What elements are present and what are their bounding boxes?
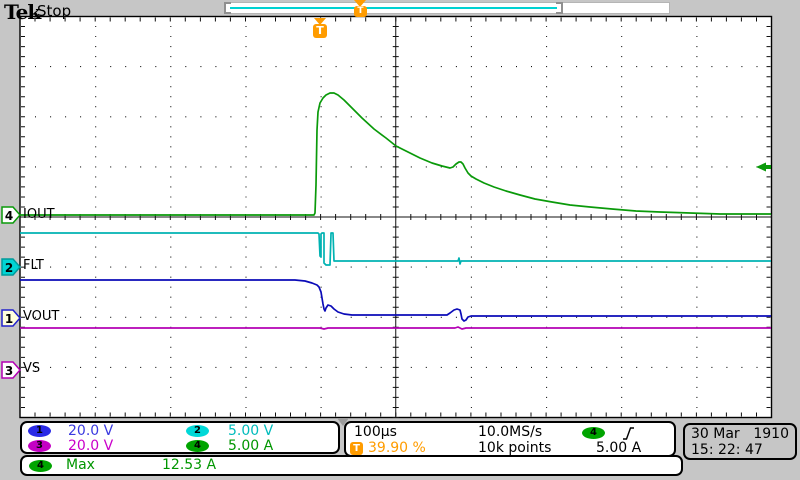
acquisition-status: Stop — [37, 2, 72, 20]
channel3-badge[interactable]: 3 — [28, 440, 51, 452]
measurement-readout-box: 4 Max 12.53 A — [20, 455, 683, 476]
trigger-position-arrow-icon[interactable] — [314, 18, 326, 25]
channel1-badge[interactable]: 1 — [28, 425, 51, 437]
channel1-scale: 20.0 V — [68, 423, 114, 439]
time-label: 15: 22: 47 — [691, 442, 763, 458]
trace-label-vout: VOUT — [23, 309, 60, 324]
date-label: 30 Mar — [691, 426, 740, 442]
channel2-marker-number: 2 — [5, 261, 13, 275]
channel2-scale: 5.00 V — [228, 423, 274, 439]
channel2-ground-marker[interactable]: 2 — [1, 258, 21, 276]
channel2-badge[interactable]: 2 — [186, 425, 209, 437]
channel4-badge[interactable]: 4 — [186, 440, 209, 452]
channel3-marker-number: 3 — [5, 364, 13, 378]
record-view-line — [230, 7, 557, 9]
measurement-value: 12.53 A — [162, 457, 217, 473]
trigger-holdoff-percent: 39.90 % — [368, 440, 426, 456]
trace-label-vs: VS — [23, 361, 41, 376]
graticule-lines — [19, 16, 772, 418]
channel2-marker-arrow[interactable] — [1, 258, 21, 276]
trace-vs — [20, 326, 771, 330]
waveform-traces — [20, 92, 771, 330]
channel1-marker-arrow[interactable] — [1, 309, 21, 327]
channel1-ground-marker[interactable]: 1 — [1, 309, 21, 327]
channel1-marker-number: 1 — [5, 312, 13, 326]
trace-flt — [20, 232, 771, 266]
expansion-point-marker-icon — [337, 418, 349, 426]
measurement-name: Max — [66, 457, 95, 473]
channel4-marker-number: 4 — [5, 209, 13, 223]
record-view-bracket-left — [224, 2, 231, 14]
trigger-position-bar-arrow-icon[interactable] — [354, 0, 366, 7]
trigger-position-badge[interactable]: T — [313, 24, 327, 38]
trigger-level-arrow-icon[interactable] — [756, 162, 771, 172]
trigger-t-badge: T — [350, 442, 363, 455]
graticule-grid — [19, 16, 772, 418]
record-length: 10k points — [478, 440, 552, 456]
measurement-channel-badge[interactable]: 4 — [29, 460, 52, 472]
timebase-trigger-readout-box: 100µs 10.0MS/s 4 T 39.90 % 10k points 5.… — [344, 421, 676, 457]
record-view-bracket-right — [556, 2, 563, 14]
trace-label-iout: IOUT — [23, 207, 55, 222]
channel3-marker-arrow[interactable] — [1, 361, 21, 379]
rising-edge-slope-icon — [623, 427, 634, 440]
channel-scale-readout-box: 1 20.0 V 2 5.00 V 3 20.0 V 4 5.00 A — [20, 421, 340, 454]
channel4-ground-marker[interactable]: 4 — [1, 206, 21, 224]
trace-iout — [20, 92, 771, 216]
trace-label-flt: FLT — [23, 258, 44, 273]
year-label: 1910 — [753, 426, 789, 442]
channel4-scale: 5.00 A — [228, 438, 274, 454]
trigger-position-bar-badge[interactable]: T — [354, 6, 367, 17]
channel3-scale: 20.0 V — [68, 438, 114, 454]
trigger-source-badge[interactable]: 4 — [582, 427, 605, 439]
sample-rate: 10.0MS/s — [478, 424, 543, 440]
trigger-level: 5.00 A — [596, 440, 642, 456]
datetime-box: 30 Mar 1910 15: 22: 47 — [683, 423, 797, 460]
channel3-ground-marker[interactable]: 3 — [1, 361, 21, 379]
trace-vout — [20, 279, 771, 322]
timebase-scale: 100µs — [354, 424, 397, 440]
channel4-marker-arrow[interactable] — [1, 206, 21, 224]
tek-logo: Tek — [4, 0, 41, 24]
